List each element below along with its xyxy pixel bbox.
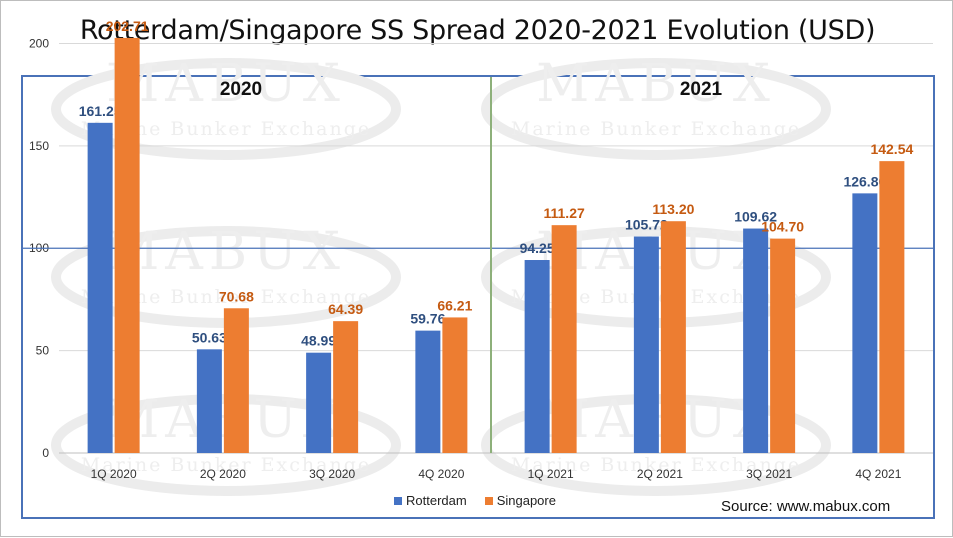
year-label-2020: 2020 (220, 79, 262, 100)
data-label-singapore: 66.21 (437, 297, 472, 313)
data-label-rotterdam: 50.63 (192, 329, 227, 345)
bar-rotterdam (87, 122, 113, 454)
rotterdam-swatch (394, 496, 402, 505)
x-tick-label: 2Q 2021 (637, 467, 683, 481)
legend-label-singapore: Singapore (496, 493, 556, 508)
data-label-rotterdam: 59.76 (410, 311, 445, 327)
watermark-ring (51, 58, 401, 160)
watermark-logo: MABUX (106, 390, 346, 450)
watermark-subtitle: Marine Bunker Exchange (81, 286, 371, 308)
data-label-rotterdam: 109.62 (734, 209, 777, 225)
source-note: Source: www.mabux.com (721, 498, 891, 515)
bar-rotterdam (524, 260, 550, 453)
bar-singapore (879, 161, 905, 453)
bar-rotterdam (852, 193, 878, 453)
x-tick-label: 4Q 2020 (418, 467, 464, 481)
bar-singapore (442, 317, 468, 453)
data-label-rotterdam: 94.25 (520, 240, 555, 256)
y-tick-label: 0 (42, 446, 49, 460)
y-tick-label: 50 (36, 344, 50, 358)
data-label-singapore: 113.20 (652, 201, 694, 217)
watermark-subtitle: Marine Bunker Exchange (511, 454, 801, 476)
watermark-logo: MABUX (106, 222, 346, 282)
x-tick-label: 4Q 2021 (855, 467, 901, 481)
data-label-singapore: 70.68 (219, 288, 254, 304)
data-label-singapore: 64.39 (328, 301, 363, 317)
data-label-rotterdam: 48.99 (301, 333, 336, 349)
bar-singapore (551, 225, 577, 453)
watermark-ring (481, 58, 831, 160)
bar-singapore (114, 37, 140, 453)
watermark-subtitle: Marine Bunker Exchange (81, 454, 371, 476)
legend-item-singapore: Singapore (484, 493, 556, 508)
y-tick-label: 150 (29, 139, 49, 153)
data-label-singapore: 202.71 (106, 18, 149, 34)
singapore-swatch (484, 496, 493, 505)
bar-rotterdam (633, 236, 659, 453)
data-label-rotterdam: 126.80 (843, 173, 886, 189)
year-label-2021: 2021 (680, 79, 723, 100)
x-tick-label: 3Q 2020 (309, 467, 355, 481)
bar-rotterdam (415, 330, 441, 453)
data-label-singapore: 104.70 (761, 219, 804, 235)
data-label-rotterdam: 105.72 (625, 217, 668, 233)
bar-rotterdam (306, 352, 332, 453)
legend-item-rotterdam: Rotterdam (394, 493, 467, 508)
bar-rotterdam (743, 228, 769, 453)
bar-rotterdam (196, 349, 222, 453)
watermark-subtitle: Marine Bunker Exchange (81, 118, 371, 140)
y-tick-label: 200 (29, 36, 49, 50)
bar-singapore (333, 321, 359, 453)
bar-singapore (770, 238, 796, 453)
x-tick-label: 2Q 2020 (200, 467, 246, 481)
data-label-singapore: 142.54 (870, 141, 913, 157)
legend: Rotterdam Singapore (394, 493, 556, 508)
bar-singapore (223, 308, 249, 453)
x-tick-label: 1Q 2020 (91, 467, 137, 481)
x-tick-label: 3Q 2021 (746, 467, 792, 481)
chart-title: Rotterdam/Singapore SS Spread 2020-2021 … (79, 15, 876, 46)
watermark-logo: MABUX (106, 54, 346, 114)
watermark-logo: MABUX (536, 54, 776, 114)
legend-label-rotterdam: Rotterdam (406, 493, 467, 508)
data-label-rotterdam: 161.25 (79, 103, 122, 119)
bar-singapore (660, 221, 686, 453)
data-label-singapore: 111.27 (543, 205, 584, 221)
x-tick-label: 1Q 2021 (528, 467, 574, 481)
watermark-subtitle: Marine Bunker Exchange (511, 118, 801, 140)
